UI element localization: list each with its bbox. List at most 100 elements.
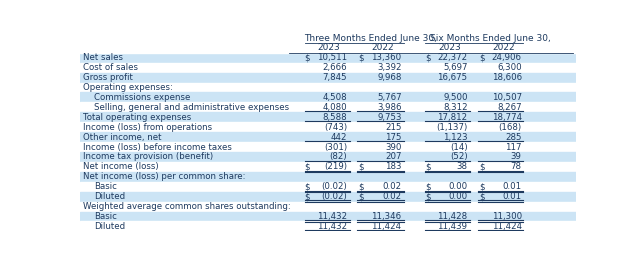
Text: 11,424: 11,424 <box>371 222 402 231</box>
Text: 39: 39 <box>511 152 522 161</box>
Text: Other income, net: Other income, net <box>83 133 161 142</box>
Bar <box>80 73 576 82</box>
Text: (1,137): (1,137) <box>436 123 467 132</box>
Text: Net income (loss): Net income (loss) <box>83 162 159 171</box>
Bar <box>80 102 576 112</box>
Bar <box>80 212 576 222</box>
Text: 11,346: 11,346 <box>371 212 402 221</box>
Text: $: $ <box>479 53 484 62</box>
Text: 215: 215 <box>385 123 402 132</box>
Text: 2,666: 2,666 <box>323 63 348 72</box>
Text: $: $ <box>304 182 309 191</box>
Text: $: $ <box>304 53 309 62</box>
Text: 9,500: 9,500 <box>443 93 467 102</box>
Bar <box>80 53 576 63</box>
Text: 9,753: 9,753 <box>377 113 402 122</box>
Bar <box>80 112 576 122</box>
Bar <box>80 82 576 93</box>
Text: 285: 285 <box>505 133 522 142</box>
Text: 11,428: 11,428 <box>437 212 467 221</box>
Bar <box>80 222 576 231</box>
Text: 78: 78 <box>511 162 522 171</box>
Text: (301): (301) <box>324 142 348 152</box>
Bar <box>80 122 576 132</box>
Text: 3,986: 3,986 <box>377 103 402 112</box>
Text: $: $ <box>425 162 430 171</box>
Text: Basic: Basic <box>94 212 117 221</box>
Bar <box>80 172 576 182</box>
Text: 0.00: 0.00 <box>449 182 467 191</box>
Bar <box>80 93 576 102</box>
Text: 2022: 2022 <box>372 43 394 52</box>
Text: $: $ <box>304 192 309 201</box>
Text: 10,507: 10,507 <box>492 93 522 102</box>
Bar <box>80 162 576 172</box>
Text: Six Months Ended June 30,: Six Months Ended June 30, <box>430 34 551 43</box>
Text: 442: 442 <box>331 133 348 142</box>
Text: 11,424: 11,424 <box>492 222 522 231</box>
Text: 2022: 2022 <box>492 43 515 52</box>
Text: 4,080: 4,080 <box>323 103 348 112</box>
Text: 0.01: 0.01 <box>502 182 522 191</box>
Bar <box>80 152 576 162</box>
Text: 24,906: 24,906 <box>492 53 522 62</box>
Text: (219): (219) <box>324 162 348 171</box>
Text: $: $ <box>479 192 484 201</box>
Text: 3,392: 3,392 <box>377 63 402 72</box>
Text: 1,123: 1,123 <box>443 133 467 142</box>
Text: 7,845: 7,845 <box>323 73 348 82</box>
Text: $: $ <box>304 162 309 171</box>
Text: (82): (82) <box>330 152 348 161</box>
Text: $: $ <box>358 162 364 171</box>
Text: (743): (743) <box>324 123 348 132</box>
Text: (0.02): (0.02) <box>322 182 348 191</box>
Text: Operating expenses:: Operating expenses: <box>83 83 173 92</box>
Text: 17,812: 17,812 <box>437 113 467 122</box>
Text: 2023: 2023 <box>438 43 461 52</box>
Text: 207: 207 <box>385 152 402 161</box>
Text: $: $ <box>358 53 364 62</box>
Bar <box>80 31 576 53</box>
Bar <box>80 192 576 202</box>
Bar <box>80 132 576 142</box>
Text: $: $ <box>479 162 484 171</box>
Text: 8,588: 8,588 <box>323 113 348 122</box>
Bar <box>80 182 576 192</box>
Text: Gross profit: Gross profit <box>83 73 133 82</box>
Text: Selling, general and administrative expenses: Selling, general and administrative expe… <box>94 103 289 112</box>
Text: 8,312: 8,312 <box>443 103 467 112</box>
Text: 18,774: 18,774 <box>492 113 522 122</box>
Text: 38: 38 <box>456 162 467 171</box>
Text: (52): (52) <box>450 152 467 161</box>
Text: 0.02: 0.02 <box>383 182 402 191</box>
Text: Diluted: Diluted <box>94 222 125 231</box>
Text: 175: 175 <box>385 133 402 142</box>
Text: Basic: Basic <box>94 182 117 191</box>
Text: Cost of sales: Cost of sales <box>83 63 138 72</box>
Text: Total operating expenses: Total operating expenses <box>83 113 191 122</box>
Text: 5,697: 5,697 <box>443 63 467 72</box>
Text: 13,360: 13,360 <box>371 53 402 62</box>
Text: $: $ <box>479 182 484 191</box>
Text: 9,968: 9,968 <box>377 73 402 82</box>
Text: 8,267: 8,267 <box>497 103 522 112</box>
Text: $: $ <box>358 182 364 191</box>
Text: 11,300: 11,300 <box>492 212 522 221</box>
Text: 11,432: 11,432 <box>317 222 348 231</box>
Text: Income (loss) before income taxes: Income (loss) before income taxes <box>83 142 232 152</box>
Text: (0.02): (0.02) <box>322 192 348 201</box>
Text: 16,675: 16,675 <box>437 73 467 82</box>
Text: 0.02: 0.02 <box>383 192 402 201</box>
Text: $: $ <box>425 53 430 62</box>
Text: 10,511: 10,511 <box>317 53 348 62</box>
Bar <box>80 63 576 73</box>
Text: 0.00: 0.00 <box>449 192 467 201</box>
Text: (168): (168) <box>499 123 522 132</box>
Text: Income (loss) from operations: Income (loss) from operations <box>83 123 212 132</box>
Text: $: $ <box>425 192 430 201</box>
Text: Net income (loss) per common share:: Net income (loss) per common share: <box>83 172 246 181</box>
Text: Income tax provision (benefit): Income tax provision (benefit) <box>83 152 213 161</box>
Bar <box>80 142 576 152</box>
Text: Three Months Ended June 30,: Three Months Ended June 30, <box>304 34 437 43</box>
Text: (14): (14) <box>450 142 467 152</box>
